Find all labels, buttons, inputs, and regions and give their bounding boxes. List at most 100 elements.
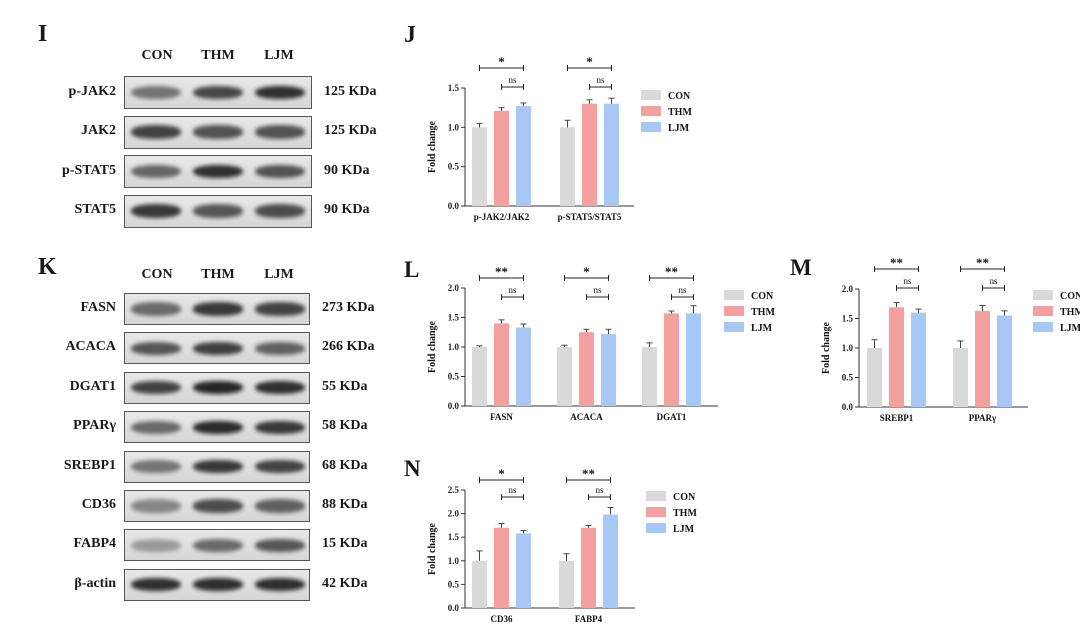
legend-label: THM	[668, 107, 692, 118]
y-tick-label: 2.0	[448, 283, 460, 293]
legend-swatch	[646, 491, 666, 501]
y-tick-label: 1.0	[448, 342, 460, 352]
blot-band	[193, 459, 243, 474]
y-axis-label: Fold change	[427, 320, 438, 373]
bar	[664, 313, 679, 406]
blot-band	[131, 125, 181, 139]
legend-label: THM	[1060, 307, 1080, 318]
bar	[516, 327, 531, 406]
blot-band	[193, 204, 243, 218]
x-tick-label: p-JAK2/JAK2	[474, 212, 530, 222]
bar	[642, 347, 657, 406]
legend-label: LJM	[668, 123, 690, 134]
bar	[582, 103, 597, 206]
y-tick-label: 1.5	[842, 314, 854, 324]
legend-swatch	[641, 122, 661, 132]
y-tick-label: 1.5	[448, 532, 460, 542]
significance-label: ns	[593, 285, 602, 295]
blot-molecular-weight: 58 KDa	[322, 418, 368, 434]
significance-label: **	[495, 264, 508, 279]
blot-band	[131, 420, 181, 434]
legend-label: LJM	[673, 524, 695, 535]
blot-band	[255, 204, 305, 218]
blot-band	[131, 341, 181, 355]
blot-row-label: p-JAK2	[68, 83, 116, 99]
legend-label: CON	[673, 492, 696, 503]
blot-band	[255, 164, 305, 179]
blot-band	[255, 578, 305, 592]
legend-label: CON	[1060, 291, 1080, 302]
y-axis-label: Fold change	[427, 522, 438, 575]
legend-swatch	[1033, 322, 1053, 332]
y-tick-label: 0.0	[448, 401, 460, 411]
y-tick-label: 0.5	[448, 579, 460, 589]
blot-molecular-weight: 90 KDa	[324, 162, 370, 178]
bar	[560, 127, 575, 206]
panel-letter-n: N	[404, 456, 421, 481]
legend-swatch	[724, 290, 744, 300]
blot-band	[131, 85, 181, 100]
blot-strip	[124, 76, 312, 109]
significance-label: ns	[595, 485, 604, 495]
significance-label: *	[583, 264, 590, 279]
significance-label: **	[976, 255, 989, 270]
blot-band	[255, 302, 305, 316]
blot-molecular-weight: 15 KDa	[322, 536, 368, 552]
blot-band	[193, 578, 243, 592]
significance-label: **	[890, 255, 903, 270]
bar	[579, 332, 594, 406]
blot-molecular-weight: 125 KDa	[324, 123, 377, 138]
y-axis-label: Fold change	[427, 120, 438, 173]
bar	[867, 348, 882, 407]
blot-band	[193, 125, 243, 139]
blot-row-label: STAT5	[74, 202, 117, 217]
blot-strip	[124, 332, 310, 365]
blot-band	[255, 125, 305, 139]
y-tick-label: 1.5	[448, 83, 460, 93]
blot-band	[193, 302, 243, 316]
blot-band	[193, 164, 243, 179]
significance-label: **	[665, 264, 678, 279]
legend-swatch	[641, 90, 661, 100]
x-tick-label: SREBP1	[880, 413, 914, 423]
lane-label-con: CON	[141, 48, 173, 63]
panel-letter-k: K	[38, 254, 57, 280]
panel-letter-i: I	[38, 21, 48, 47]
legend-label: CON	[668, 91, 691, 102]
x-tick-label: CD36	[491, 614, 513, 624]
bar	[911, 312, 926, 407]
legend-swatch	[724, 322, 744, 332]
blot-molecular-weight: 125 KDa	[324, 83, 377, 99]
bar	[601, 334, 616, 406]
significance-label: ns	[508, 285, 517, 295]
panel-letter-m: M	[790, 255, 812, 280]
bar	[975, 310, 990, 407]
blot-molecular-weight: 68 KDa	[322, 457, 368, 473]
blot-band	[131, 459, 181, 474]
legend-swatch	[724, 306, 744, 316]
bar	[603, 514, 618, 608]
blot-band	[193, 538, 243, 552]
legend-swatch	[646, 523, 666, 533]
blot-strip	[124, 293, 310, 325]
blot-molecular-weight: 55 KDa	[322, 378, 368, 394]
blot-band	[193, 420, 243, 434]
y-tick-label: 0.5	[448, 162, 460, 172]
blot-band	[193, 381, 243, 395]
blot-band	[131, 381, 181, 395]
blot-band	[255, 85, 305, 100]
blot-molecular-weight: 273 KDa	[322, 300, 375, 315]
x-tick-label: ACACA	[570, 412, 603, 422]
legend-swatch	[1033, 306, 1053, 316]
blot-row-label: DGAT1	[69, 378, 116, 394]
bar	[559, 560, 574, 608]
significance-label: ns	[903, 276, 912, 286]
legend-swatch	[1033, 290, 1053, 300]
significance-label: ns	[508, 75, 517, 85]
blot-band	[131, 538, 181, 552]
y-tick-label: 0.5	[448, 372, 460, 382]
x-tick-label: FABP4	[575, 614, 603, 624]
blot-band	[255, 420, 305, 434]
panel-letter-j: J	[404, 22, 416, 48]
